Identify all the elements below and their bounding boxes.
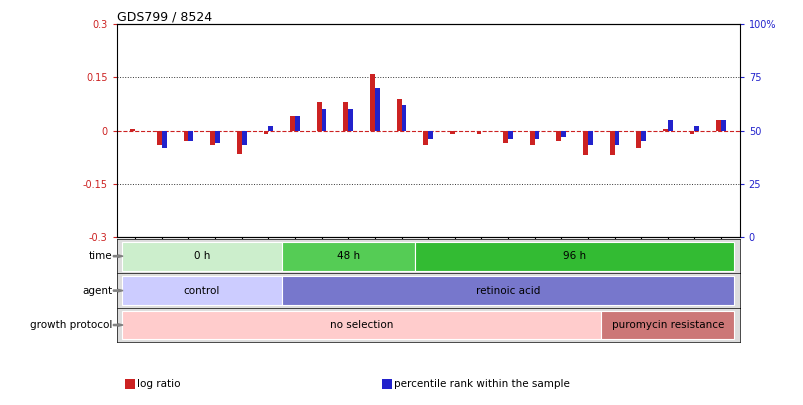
Bar	[601, 311, 733, 339]
Text: log ratio: log ratio	[137, 379, 180, 389]
Bar	[662, 129, 667, 130]
Bar	[374, 88, 379, 130]
Bar	[396, 99, 401, 130]
Bar	[369, 74, 374, 130]
Bar	[715, 120, 720, 130]
Bar	[414, 242, 733, 271]
Bar	[281, 242, 414, 271]
Text: GDS799 / 8524: GDS799 / 8524	[116, 10, 211, 23]
Bar	[529, 130, 534, 145]
Bar	[640, 130, 645, 141]
Bar	[423, 130, 428, 145]
Bar	[316, 102, 321, 130]
Bar	[157, 130, 161, 145]
Text: percentile rank within the sample: percentile rank within the sample	[393, 379, 569, 389]
Bar	[290, 117, 295, 130]
Bar	[122, 311, 601, 339]
Text: puromycin resistance: puromycin resistance	[611, 320, 723, 330]
Bar	[450, 130, 454, 134]
Text: time: time	[89, 251, 112, 261]
Bar	[321, 109, 326, 130]
Bar	[667, 120, 672, 130]
Text: 96 h: 96 h	[562, 251, 585, 261]
Bar	[694, 126, 699, 130]
Bar	[281, 276, 733, 305]
Text: agent: agent	[83, 286, 112, 296]
Bar	[401, 105, 406, 130]
Bar	[242, 130, 247, 145]
Bar	[560, 130, 565, 137]
Text: no selection: no selection	[329, 320, 393, 330]
Bar	[556, 130, 560, 141]
Bar	[503, 130, 507, 143]
Bar	[295, 116, 300, 130]
Text: 48 h: 48 h	[336, 251, 360, 261]
Text: 0 h: 0 h	[194, 251, 210, 261]
Text: growth protocol: growth protocol	[31, 320, 112, 330]
Bar	[720, 120, 725, 130]
Bar	[130, 129, 135, 130]
Bar	[161, 130, 166, 148]
Bar	[613, 130, 618, 145]
Bar	[215, 130, 220, 143]
Bar	[348, 109, 353, 130]
Bar	[268, 126, 273, 130]
Bar	[428, 130, 432, 139]
Bar	[534, 130, 539, 139]
Bar	[507, 130, 512, 139]
Bar	[122, 276, 281, 305]
Bar	[476, 130, 481, 134]
Bar	[263, 130, 268, 134]
Text: control: control	[183, 286, 220, 296]
Bar	[210, 130, 215, 145]
Bar	[689, 130, 694, 134]
Bar	[122, 242, 281, 271]
Bar	[582, 130, 587, 156]
Bar	[587, 130, 592, 145]
Bar	[188, 130, 193, 141]
Bar	[343, 102, 348, 130]
Bar	[635, 130, 640, 148]
Bar	[609, 130, 613, 156]
Text: retinoic acid: retinoic acid	[475, 286, 540, 296]
Bar	[237, 130, 242, 153]
Bar	[183, 130, 188, 141]
